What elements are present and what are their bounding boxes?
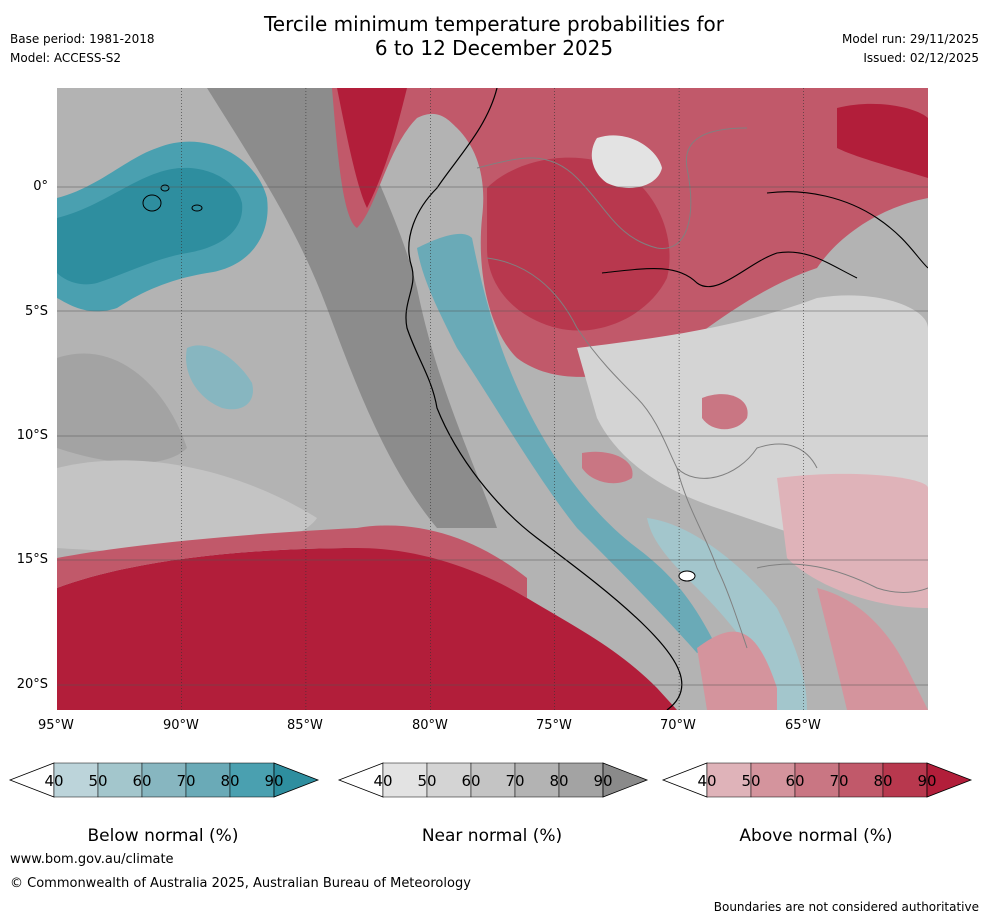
lon-label-95w: 95°W bbox=[38, 718, 74, 733]
colorbar-tick-label: 70 bbox=[176, 772, 196, 790]
lat-label-15s: 15°S bbox=[16, 552, 48, 567]
above-normal-south-pacific bbox=[57, 546, 677, 710]
above-normal-chile-region bbox=[697, 631, 777, 710]
title-line-1: Tercile minimum temperature probabilitie… bbox=[263, 12, 725, 36]
above-normal-northeast-core bbox=[837, 103, 928, 178]
colorbar-tick-label: 90 bbox=[264, 772, 284, 790]
lon-label-70w: 70°W bbox=[660, 718, 696, 733]
colorbar-tick-label: 50 bbox=[417, 772, 437, 790]
colorbar-segment bbox=[882, 762, 928, 798]
colorbar-near-normal bbox=[337, 762, 649, 798]
below-normal-coastal-strip bbox=[417, 233, 717, 654]
galapagos-island-2 bbox=[160, 184, 170, 192]
near-normal-mid-region bbox=[57, 353, 187, 463]
colorbar-segment bbox=[382, 762, 428, 798]
colorbar-tick-label: 60 bbox=[785, 772, 805, 790]
lon-label-75w: 75°W bbox=[536, 718, 572, 733]
base-period-text: Base period: 1981-2018 bbox=[10, 32, 155, 46]
above-normal-patch-2 bbox=[582, 451, 633, 484]
legend-label-below-normal: Below normal (%) bbox=[87, 826, 239, 846]
colorbar-tick-label: 50 bbox=[741, 772, 761, 790]
lon-label-65w: 65°W bbox=[785, 718, 821, 733]
galapagos-island-3 bbox=[191, 204, 203, 212]
colorbar-tick-label: 80 bbox=[873, 772, 893, 790]
above-normal-argentina-region bbox=[817, 588, 928, 710]
colorbar-tick-label: 80 bbox=[220, 772, 240, 790]
colorbar-tick-label: 40 bbox=[697, 772, 717, 790]
map-title: Tercile minimum temperature probabilitie… bbox=[0, 12, 988, 60]
colorbar-above-normal bbox=[661, 762, 973, 798]
colorbars bbox=[8, 762, 973, 798]
lon-label-80w: 80°W bbox=[412, 718, 448, 733]
disclaimer-text: Boundaries are not considered authoritat… bbox=[713, 900, 979, 914]
lake-titicaca bbox=[678, 570, 696, 582]
colorbar-segment bbox=[141, 762, 187, 798]
colorbar-segment bbox=[185, 762, 231, 798]
near-normal-amazon-hole bbox=[591, 135, 662, 188]
above-normal-south-pacific-edge bbox=[57, 525, 527, 598]
model-run-text: Model run: 29/11/2025 bbox=[841, 32, 979, 46]
colorbar-segment bbox=[426, 762, 472, 798]
colorbar-tick-label: 80 bbox=[549, 772, 569, 790]
probability-map bbox=[57, 88, 928, 710]
amazon-river bbox=[601, 191, 928, 288]
coastline bbox=[405, 88, 683, 710]
issued-text: Issued: 02/12/2025 bbox=[863, 51, 979, 65]
below-normal-galapagos-core bbox=[57, 167, 243, 285]
colorbar-segment bbox=[794, 762, 840, 798]
above-normal-patch-1 bbox=[702, 394, 748, 430]
above-normal-colombia-coast bbox=[337, 88, 407, 208]
title-line-2: 6 to 12 December 2025 bbox=[374, 36, 614, 60]
colorbar-tick-label: 90 bbox=[593, 772, 613, 790]
galapagos-island-1 bbox=[142, 194, 162, 212]
colorbar-tick-label: 70 bbox=[829, 772, 849, 790]
model-text: Model: ACCESS-S2 bbox=[10, 51, 122, 65]
colorbar-segment bbox=[750, 762, 796, 798]
colorbar-segment bbox=[838, 762, 884, 798]
country-borders bbox=[476, 127, 928, 649]
lon-label-85w: 85°W bbox=[287, 718, 323, 733]
colorbar-tick-label: 60 bbox=[132, 772, 152, 790]
lon-label-90w: 90°W bbox=[163, 718, 199, 733]
lat-label-5s: 5°S bbox=[24, 304, 48, 319]
above-normal-bolivia-region bbox=[777, 473, 928, 608]
colorbar-tick-label: 50 bbox=[88, 772, 108, 790]
colorbar-tick-label: 90 bbox=[917, 772, 937, 790]
below-normal-altiplano-strip bbox=[647, 518, 807, 710]
near-normal-high-region bbox=[207, 88, 497, 528]
colorbar-tick-label: 40 bbox=[44, 772, 64, 790]
colorbar-segment bbox=[97, 762, 143, 798]
above-normal-amazon-core bbox=[487, 157, 670, 331]
colorbar-segment bbox=[514, 762, 560, 798]
colorbar-over-triangle bbox=[602, 762, 649, 798]
colorbar-segment bbox=[229, 762, 275, 798]
website-link[interactable]: www.bom.gov.au/climate bbox=[10, 852, 174, 867]
lat-label-20s: 20°S bbox=[16, 677, 48, 692]
colorbar-segment bbox=[706, 762, 752, 798]
colorbar-tick-label: 60 bbox=[461, 772, 481, 790]
colorbar-segment bbox=[53, 762, 99, 798]
colorbar-segment bbox=[558, 762, 604, 798]
colorbar-tick-label: 40 bbox=[373, 772, 393, 790]
legend-label-above-normal: Above normal (%) bbox=[739, 826, 893, 846]
colorbar-over-triangle bbox=[273, 762, 320, 798]
lat-label-10s: 10°S bbox=[16, 428, 48, 443]
colorbar-segment bbox=[470, 762, 516, 798]
legend-label-near-normal: Near normal (%) bbox=[421, 826, 563, 846]
colorbar-over-triangle bbox=[926, 762, 973, 798]
colorbar-tick-label: 70 bbox=[505, 772, 525, 790]
near-normal-low-region bbox=[57, 460, 317, 552]
latitude-lines bbox=[57, 186, 928, 686]
below-normal-offshore-patch bbox=[186, 345, 253, 410]
colorbar-below-normal bbox=[8, 762, 320, 798]
copyright-text: © Commonwealth of Australia 2025, Austra… bbox=[10, 876, 471, 891]
lat-label-0: 0° bbox=[33, 179, 48, 194]
